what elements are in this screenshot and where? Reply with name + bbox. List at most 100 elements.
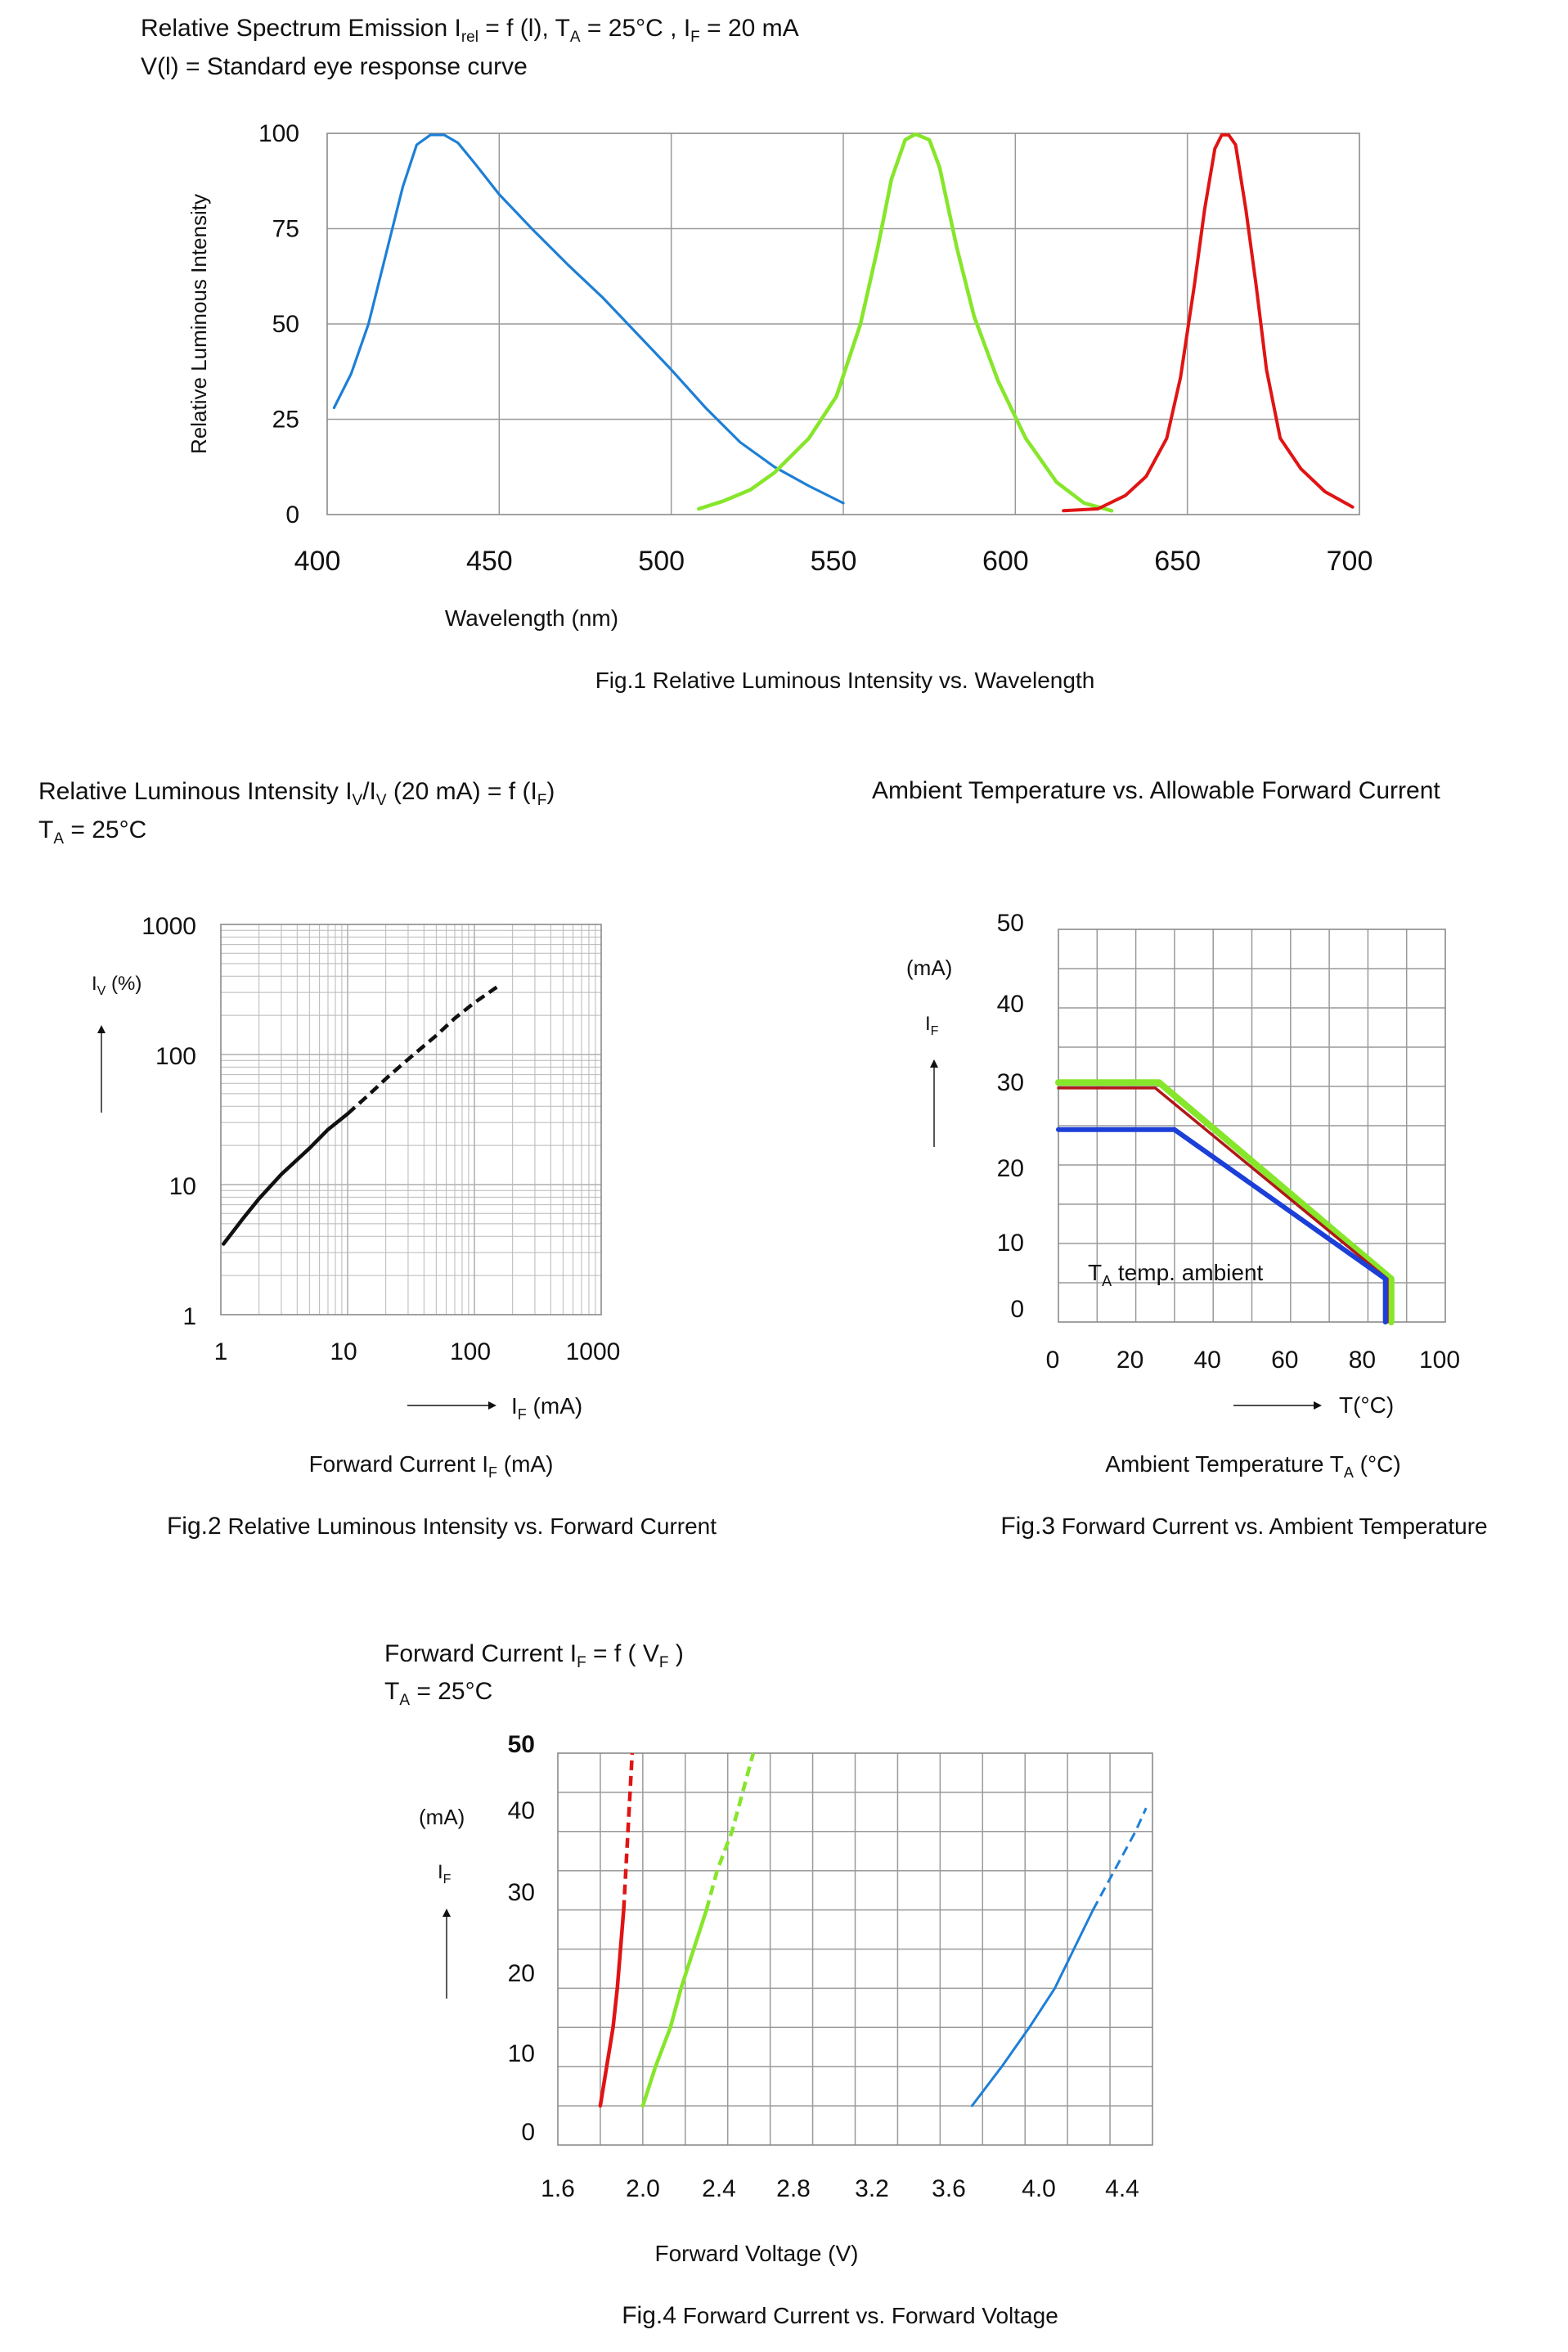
fig4-header-line2: TA = 25°C (384, 1678, 492, 1709)
fig2-series-relative-luminous-intensity-dashed (346, 985, 498, 1116)
fig4-y-tick-label: 20 (508, 1960, 535, 1987)
fig3-chart: Ambient Temperature vs. Allowable Forwar… (872, 777, 1488, 1540)
fig1-grid (327, 133, 1359, 515)
fig2-x-tick-label: 10 (330, 1338, 357, 1365)
fig1-frame (326, 133, 1360, 515)
fig2-x-tick-label: 100 (450, 1338, 491, 1365)
fig4-y-tick-label: 40 (508, 1797, 535, 1824)
fig1-y-tick-label: 25 (272, 407, 299, 434)
fig3-frame (1058, 929, 1446, 1323)
fig3-x-tick-label: 40 (1194, 1347, 1221, 1374)
fig4-caption: Fig.4 Forward Current vs. Forward Voltag… (622, 2302, 1058, 2329)
fig3-y-ticks: 0 10 20 30 40 50 (997, 910, 1024, 1323)
fig1-x-tick-label: 500 (638, 546, 685, 577)
fig2-frame (220, 924, 602, 1315)
fig4-frame (557, 1752, 1153, 2146)
fig4-series-green-line (640, 1908, 708, 2108)
fig1-x-tick-label: 450 (466, 546, 513, 577)
fig1-y-tick-label: 50 (272, 311, 299, 338)
fig3-x-tick-label: 100 (1419, 1347, 1460, 1374)
fig3-y-tick-label: 30 (997, 1069, 1024, 1096)
fig4-y-unit: (mA) (419, 1805, 465, 1829)
fig4-y-axis-label: IF (438, 1861, 452, 1887)
fig1-y-axis-label: Relative Luminous Intensity (186, 194, 211, 454)
fig3-x-tick-label: 60 (1271, 1347, 1298, 1374)
fig4-x-tick-label: 4.4 (1105, 2175, 1139, 2202)
fig2-chart: Relative Luminous Intensity IV/IV (20 mA… (38, 778, 717, 1540)
fig2-x-tick-label: 1000 (566, 1338, 621, 1365)
fig1-x-tick-label: 650 (1154, 546, 1201, 577)
fig4-x-ticks: 1.6 2.0 2.4 2.8 3.2 3.6 4.0 4.4 (541, 2175, 1139, 2202)
fig3-x-axis-label: T(°C) (1339, 1392, 1394, 1418)
fig1-chart: Relative Spectrum Emission Irel = f (l),… (141, 15, 1373, 693)
fig2-x-axis-label: IF (mA) (511, 1393, 582, 1423)
fig4-y-tick-label: 50 (508, 1731, 535, 1758)
fig4-x-tick-label: 2.0 (626, 2175, 660, 2202)
fig3-x-tick-label: 80 (1349, 1347, 1376, 1374)
fig1-x-tick-label: 400 (294, 546, 341, 577)
fig4-grid (558, 1753, 1152, 2145)
fig2-series-relative-luminous-intensity-line (222, 1112, 350, 1246)
fig2-y-axis-label: IV (%) (92, 973, 142, 998)
fig1-y-tick-label: 100 (258, 120, 299, 147)
fig3-x-tick-label: 0 (1046, 1347, 1060, 1374)
fig3-caption: Fig.3 Forward Current vs. Ambient Temper… (1000, 1513, 1487, 1540)
fig2-grid (221, 924, 601, 1315)
fig3-y-tick-label: 20 (997, 1155, 1024, 1182)
fig1-series (332, 132, 1355, 513)
fig4-y-tick-label: 10 (508, 2040, 535, 2067)
fig1-y-tick-label: 0 (285, 501, 299, 528)
fig2-y-tick-label: 1000 (142, 913, 196, 940)
fig4-x-tick-label: 4.0 (1022, 2175, 1056, 2202)
fig2-y-tick-label: 100 (155, 1043, 196, 1070)
fig1-header-line2: V(l) = Standard eye response curve (141, 53, 528, 80)
fig2-y-tick-label: 10 (169, 1173, 196, 1200)
fig4-x-axis-label: Forward Voltage (V) (655, 2241, 859, 2266)
fig3-y-tick-label: 50 (997, 910, 1024, 937)
fig2-series (222, 985, 498, 1246)
fig1-x-tick-label: 600 (982, 546, 1029, 577)
fig4-x-tick-label: 3.2 (855, 2175, 889, 2202)
fig4-series-blue-dashed (1091, 1807, 1148, 1911)
fig3-y-axis-label: IF (925, 1013, 939, 1038)
fig2-subtitle: Forward Current IF (mA) (309, 1451, 554, 1481)
fig4-header-line1: Forward Current IF = f ( VF ) (384, 1640, 684, 1671)
fig3-header: Ambient Temperature vs. Allowable Forwar… (872, 777, 1440, 804)
fig3-x-tick-label: 20 (1116, 1347, 1143, 1374)
fig3-y-unit: (mA) (906, 956, 952, 980)
fig3-subtitle: Ambient Temperature TA (°C) (1105, 1451, 1400, 1481)
fig2-caption: Fig.2 Relative Luminous Intensity vs. Fo… (167, 1513, 717, 1540)
fig4-series-green-dashed (704, 1752, 756, 1911)
fig3-y-tick-label: 10 (997, 1230, 1024, 1257)
fig1-series-red-line (1062, 133, 1355, 513)
fig4-series (598, 1752, 1148, 2108)
fig2-header-line2: TA = 25°C (38, 816, 146, 848)
fig4-chart: Forward Current IF = f ( VF ) TA = 25°C … (384, 1640, 1153, 2329)
fig1-series-green-line (697, 132, 1114, 513)
fig1-x-axis-label: Wavelength (nm) (445, 605, 618, 631)
fig3-series-green-line (1055, 1079, 1395, 1325)
fig4-x-tick-label: 2.8 (776, 2175, 811, 2202)
fig4-series-blue-line (970, 1909, 1094, 2107)
fig2-y-ticks: 1 10 100 1000 (142, 913, 196, 1330)
fig1-header-line1: Relative Spectrum Emission Irel = f (l),… (141, 15, 799, 46)
fig3-series-blue-line (1056, 1127, 1388, 1324)
fig2-x-ticks: 1 10 100 1000 (214, 1338, 621, 1365)
fig1-x-tick-label: 550 (811, 546, 857, 577)
fig1-caption: Fig.1 Relative Luminous Intensity vs. Wa… (595, 668, 1095, 693)
fig1-y-ticks: 0 25 50 75 100 (258, 120, 299, 528)
fig4-y-tick-label: 30 (508, 1879, 535, 1906)
fig3-y-tick-label: 0 (1010, 1296, 1024, 1323)
fig4-y-ticks: 0 10 20 30 40 50 (508, 1731, 535, 2146)
fig3-annotation: TA temp. ambient (1088, 1260, 1264, 1289)
fig1-x-ticks: 400 450 500 550 600 650 700 (294, 546, 1373, 577)
fig3-y-tick-label: 40 (997, 991, 1024, 1018)
fig4-x-tick-label: 3.6 (932, 2175, 966, 2202)
fig1-series-blue-line (332, 133, 845, 505)
fig4-series-red-line (598, 1908, 626, 2108)
fig2-x-tick-label: 1 (214, 1338, 228, 1365)
fig1-y-tick-label: 75 (272, 216, 299, 243)
fig4-y-tick-label: 0 (521, 2119, 535, 2146)
fig4-series-red-dashed (622, 1752, 635, 1910)
